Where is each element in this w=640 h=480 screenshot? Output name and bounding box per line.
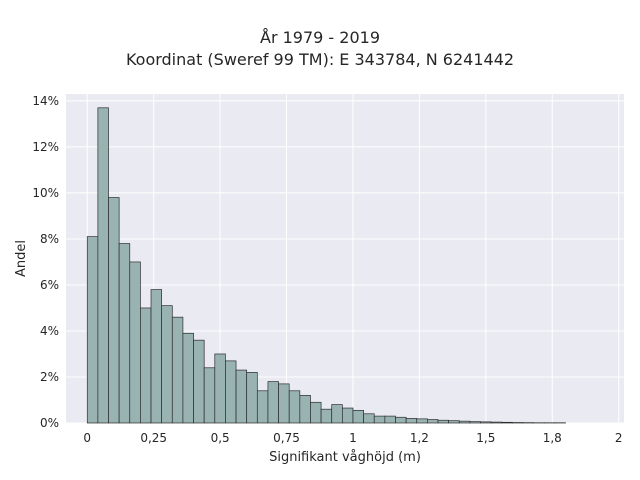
histogram-bar — [161, 305, 173, 424]
histogram-bar — [299, 395, 311, 424]
x-tick-label: 2 — [615, 431, 623, 445]
histogram-bar — [395, 416, 407, 424]
histogram-bar — [288, 390, 301, 424]
histogram-bar — [427, 419, 439, 424]
histogram-bar — [140, 307, 152, 424]
histogram-bar — [320, 408, 333, 424]
x-tick-label: 0 — [83, 431, 91, 445]
chart-title: År 1979 - 2019 — [260, 28, 380, 47]
x-tick-label: 0,25 — [140, 431, 167, 445]
histogram-bar — [150, 289, 163, 424]
histogram-bar — [437, 419, 449, 424]
y-tick-label: 8% — [40, 232, 59, 246]
chart-subtitle: Koordinat (Sweref 99 TM): E 343784, N 62… — [125, 50, 515, 69]
histogram-bar — [341, 407, 354, 424]
x-tick-label: 1,5 — [476, 431, 495, 445]
x-axis-label: Signifikant våghöjd (m) — [269, 450, 421, 465]
histogram-bar — [182, 332, 194, 424]
histogram-bar — [118, 243, 131, 424]
histogram-bar — [171, 316, 184, 424]
histogram-bar — [458, 420, 471, 424]
y-axis-ticks: 0% 2% 4% 6% 8% 10% 12% 14% — [32, 94, 59, 430]
histogram-bar — [267, 381, 279, 424]
histogram-bar — [373, 415, 386, 424]
histogram-bar — [97, 107, 109, 424]
y-tick-label: 2% — [40, 370, 59, 384]
y-tick-label: 4% — [40, 324, 59, 338]
histogram-bar — [363, 413, 375, 424]
y-tick-label: 0% — [40, 416, 59, 430]
y-axis-label: Andel — [14, 240, 29, 277]
x-tick-label: 0,5 — [211, 431, 230, 445]
histogram-bar — [256, 390, 269, 424]
x-tick-label: 1,8 — [543, 431, 562, 445]
histogram-bar — [193, 339, 205, 424]
histogram-bar — [490, 421, 503, 424]
histogram-bar — [203, 367, 216, 424]
x-tick-label: 1,2 — [410, 431, 429, 445]
histogram-bar — [214, 353, 226, 424]
histogram-bar — [480, 421, 492, 424]
x-axis-ticks: 0 0,25 0,5 0,75 1 1,2 1,5 1,8 2 — [83, 431, 622, 445]
y-tick-label: 14% — [32, 94, 59, 108]
x-tick-label: 0,75 — [273, 431, 300, 445]
histogram-bar — [235, 369, 248, 424]
histogram-bar — [129, 261, 141, 424]
histogram-bar — [310, 401, 322, 424]
x-tick-label: 1 — [349, 431, 357, 445]
histogram-bar — [448, 420, 460, 424]
histogram-bar — [108, 197, 120, 424]
histogram-bar — [501, 421, 513, 424]
histogram-bar — [384, 415, 396, 424]
histogram-bar — [278, 383, 290, 424]
histogram-bar — [246, 372, 258, 424]
y-tick-label: 12% — [32, 140, 59, 154]
histogram-bar — [86, 236, 99, 424]
y-tick-label: 6% — [40, 278, 59, 292]
histogram-bar — [352, 409, 364, 424]
histogram-bar — [331, 404, 343, 424]
histogram-bar — [416, 418, 428, 424]
histogram-bar — [225, 360, 237, 424]
histogram-bar — [469, 421, 481, 424]
y-tick-label: 10% — [32, 186, 59, 200]
bars — [86, 107, 566, 424]
histogram-bar — [405, 418, 418, 424]
